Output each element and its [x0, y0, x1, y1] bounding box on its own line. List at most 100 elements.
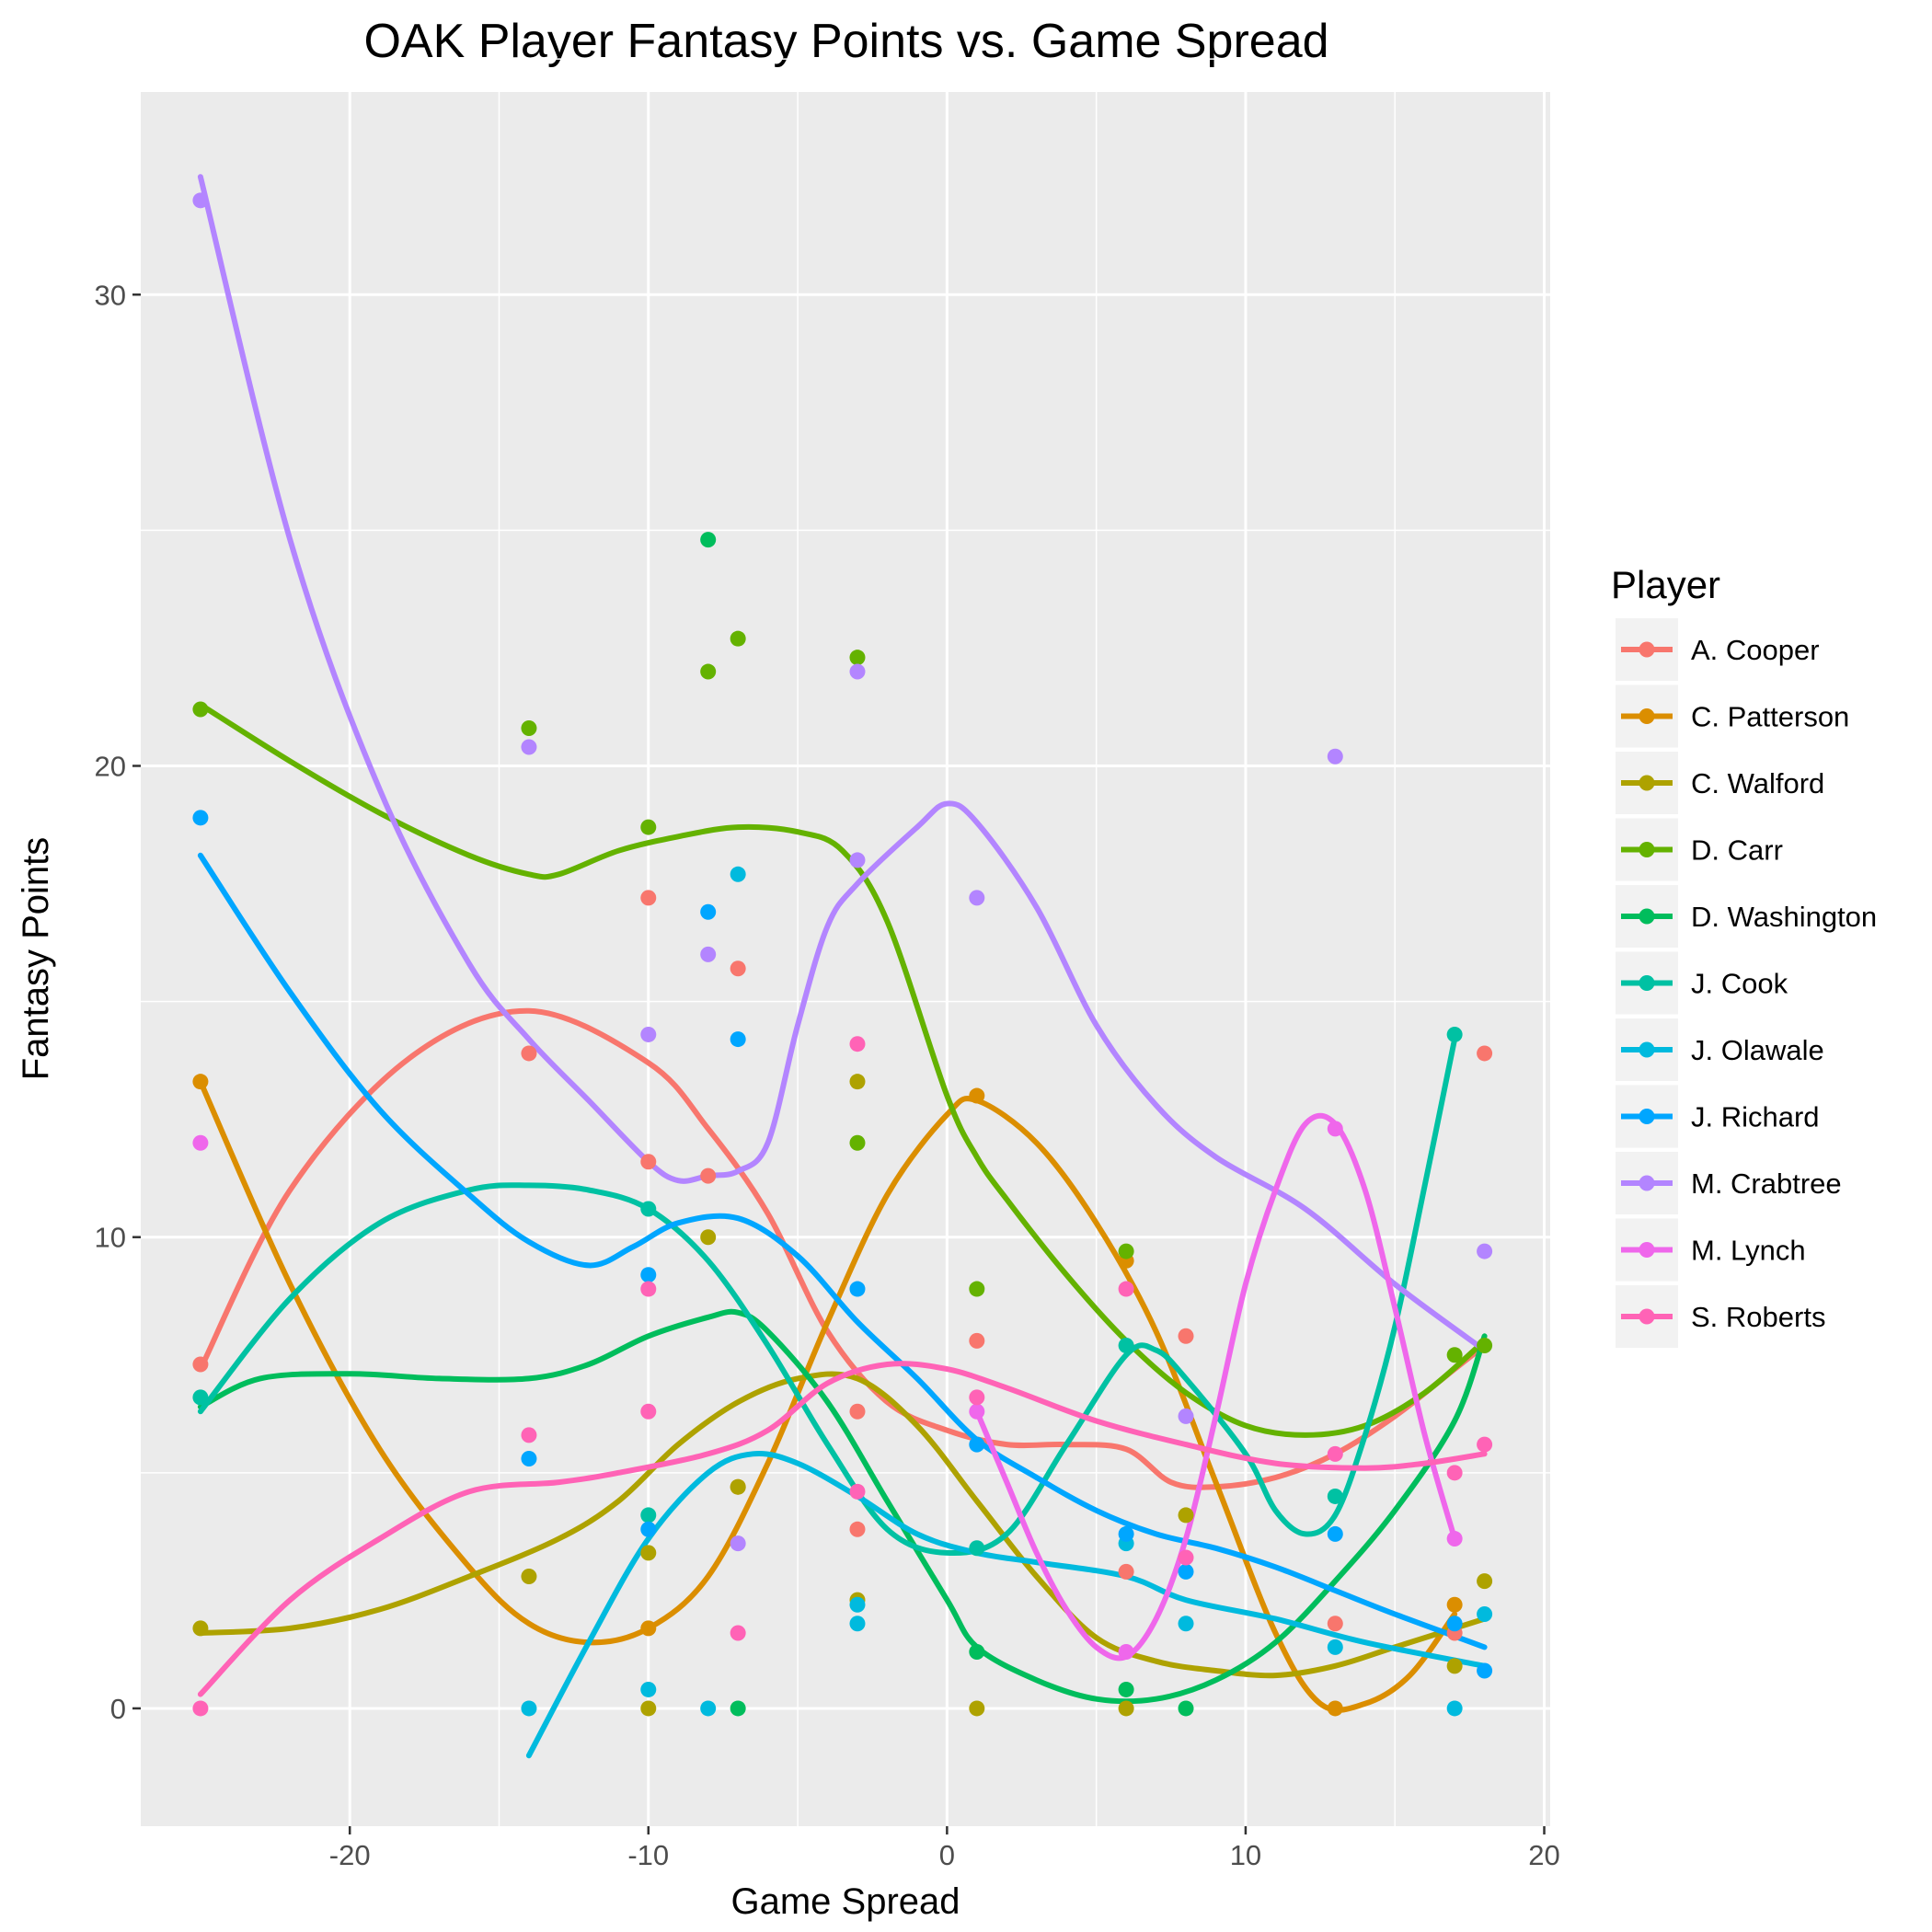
data-point-j-richard — [730, 1031, 746, 1048]
plot-panel — [141, 92, 1550, 1826]
data-point-j-richard — [640, 1521, 657, 1537]
x-axis-title: Game Spread — [730, 1881, 960, 1922]
data-point-j-cook — [1446, 1026, 1463, 1042]
smooth-line-j-cook — [197, 1036, 1458, 1557]
data-point-j-olawale — [849, 1596, 866, 1613]
x-tick-label: -10 — [627, 1839, 669, 1871]
data-point-j-richard — [1327, 1525, 1343, 1542]
data-point-j-richard — [849, 1281, 866, 1297]
legend-item-d-carr: D. Carr — [1616, 818, 1783, 881]
legend-label: J. Olawale — [1691, 1034, 1824, 1066]
smooth-line-j-olawale — [525, 1450, 1488, 1759]
legend-key-point — [1639, 1242, 1655, 1258]
y-tick-label: 30 — [95, 279, 126, 311]
data-point-c-walford — [730, 1478, 746, 1495]
legend-key-point — [1639, 1175, 1655, 1191]
legend-label: D. Carr — [1691, 834, 1783, 867]
x-tick-label: 0 — [939, 1839, 955, 1871]
data-point-s-roberts — [640, 1281, 657, 1297]
data-point-j-olawale — [1178, 1616, 1194, 1632]
legend-item-s-roberts: S. Roberts — [1616, 1285, 1825, 1348]
y-tick-label: 20 — [95, 750, 126, 782]
data-point-m-lynch — [1327, 1121, 1343, 1137]
data-point-s-roberts — [1178, 1549, 1194, 1566]
x-tick-label: 10 — [1230, 1839, 1261, 1871]
data-point-a-cooper — [1118, 1563, 1134, 1580]
data-point-c-patterson — [1327, 1700, 1343, 1717]
data-point-c-walford — [700, 1229, 717, 1246]
data-point-m-crabtree — [969, 890, 985, 906]
data-points — [192, 192, 1493, 1717]
data-point-d-washington — [1178, 1700, 1194, 1717]
data-point-s-roberts — [1446, 1465, 1463, 1481]
data-point-c-walford — [192, 1620, 209, 1637]
data-point-c-walford — [1446, 1658, 1463, 1674]
data-point-j-cook — [1118, 1338, 1134, 1354]
legend-item-j-cook: J. Cook — [1616, 951, 1788, 1015]
smooth-line-d-carr — [197, 701, 1488, 1438]
data-point-j-cook — [640, 1507, 657, 1524]
data-point-m-lynch — [1446, 1531, 1463, 1547]
data-point-m-crabtree — [849, 852, 866, 868]
data-point-j-cook — [969, 1540, 985, 1557]
data-point-m-crabtree — [192, 192, 209, 209]
data-point-j-olawale — [521, 1700, 537, 1717]
legend-item-j-richard: J. Richard — [1616, 1085, 1820, 1148]
data-point-c-walford — [969, 1700, 985, 1717]
data-point-a-cooper — [1178, 1328, 1194, 1344]
smooth-line-d-washington — [197, 1308, 1488, 1705]
data-point-j-olawale — [1446, 1700, 1463, 1717]
legend-item-c-walford: C. Walford — [1616, 752, 1824, 814]
legend-label: A. Cooper — [1691, 634, 1820, 666]
data-point-s-roberts — [849, 1483, 866, 1500]
legend-label: C. Walford — [1691, 767, 1824, 799]
data-point-m-lynch — [969, 1403, 985, 1420]
data-point-a-cooper — [849, 1403, 866, 1420]
data-point-d-carr — [1446, 1347, 1463, 1363]
data-point-c-walford — [640, 1700, 657, 1717]
data-point-j-richard — [969, 1436, 985, 1453]
data-point-c-patterson — [969, 1087, 985, 1104]
data-point-d-washington — [730, 1700, 746, 1717]
data-point-s-roberts — [192, 1700, 209, 1717]
legend-key-point — [1639, 775, 1655, 791]
legend-item-j-olawale: J. Olawale — [1616, 1018, 1824, 1081]
data-point-c-walford — [849, 1074, 866, 1090]
data-point-d-carr — [849, 1134, 866, 1151]
data-point-s-roberts — [730, 1625, 746, 1641]
data-point-d-carr — [640, 819, 657, 835]
data-point-s-roberts — [640, 1403, 657, 1420]
smooth-line-s-roberts — [197, 1361, 1488, 1697]
legend-label: J. Richard — [1691, 1101, 1820, 1133]
data-point-j-olawale — [1327, 1639, 1343, 1655]
legend-key-point — [1639, 1109, 1655, 1124]
y-axis: 0 10 20 30 — [95, 279, 141, 1725]
data-point-c-patterson — [1446, 1596, 1463, 1613]
data-point-s-roberts — [1118, 1281, 1134, 1297]
data-point-a-cooper — [192, 1356, 209, 1373]
data-point-j-olawale — [700, 1700, 717, 1717]
smooth-line-j-richard — [197, 852, 1488, 1650]
data-point-a-cooper — [849, 1521, 866, 1537]
smooth-line-m-lynch — [973, 1112, 1458, 1662]
legend-item-d-washington: D. Washington — [1616, 885, 1877, 948]
legend-key-point — [1639, 641, 1655, 658]
legend-key-point — [1639, 1041, 1655, 1058]
data-point-c-walford — [521, 1569, 537, 1585]
data-point-d-carr — [1477, 1338, 1493, 1354]
data-point-m-crabtree — [700, 946, 717, 962]
data-point-a-cooper — [1477, 1045, 1493, 1062]
y-tick-label: 0 — [110, 1693, 126, 1725]
legend-item-m-crabtree: M. Crabtree — [1616, 1152, 1842, 1214]
data-point-m-crabtree — [1178, 1408, 1194, 1424]
legend-key-point — [1639, 1308, 1655, 1325]
legend-title: Player — [1611, 563, 1720, 606]
data-point-j-richard — [700, 903, 717, 920]
data-point-a-cooper — [730, 960, 746, 977]
legend-key-point — [1639, 708, 1655, 724]
data-point-j-richard — [1118, 1525, 1134, 1542]
x-tick-label: -20 — [329, 1839, 371, 1871]
legend-label: S. Roberts — [1691, 1301, 1825, 1333]
data-point-s-roberts — [1327, 1445, 1343, 1462]
data-point-a-cooper — [640, 890, 657, 906]
